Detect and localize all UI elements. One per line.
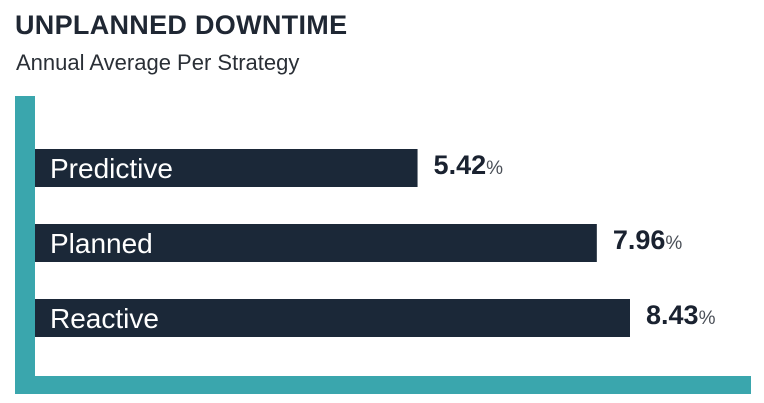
bar-predictive bbox=[35, 149, 418, 187]
bar-label-reactive: Reactive bbox=[50, 303, 159, 334]
data-label-unit: % bbox=[665, 233, 682, 254]
data-label-predictive: 5.42% bbox=[434, 150, 504, 180]
data-label-planned: 7.96% bbox=[613, 225, 683, 255]
chart-subtitle: Annual Average Per Strategy bbox=[16, 50, 300, 75]
bar-label-predictive: Predictive bbox=[50, 153, 173, 184]
data-label-unit: % bbox=[486, 158, 503, 179]
bar-reactive bbox=[35, 299, 630, 337]
data-label-value: 7.96 bbox=[613, 225, 666, 255]
bar-label-planned: Planned bbox=[50, 228, 153, 259]
data-label-unit: % bbox=[699, 308, 716, 329]
chart-title: UNPLANNED DOWNTIME bbox=[15, 10, 348, 40]
bar-planned bbox=[35, 224, 597, 262]
data-label-value: 5.42 bbox=[434, 150, 487, 180]
data-label-reactive: 8.43% bbox=[646, 300, 716, 330]
y-axis bbox=[15, 96, 35, 394]
x-axis bbox=[15, 376, 751, 394]
data-label-value: 8.43 bbox=[646, 300, 699, 330]
